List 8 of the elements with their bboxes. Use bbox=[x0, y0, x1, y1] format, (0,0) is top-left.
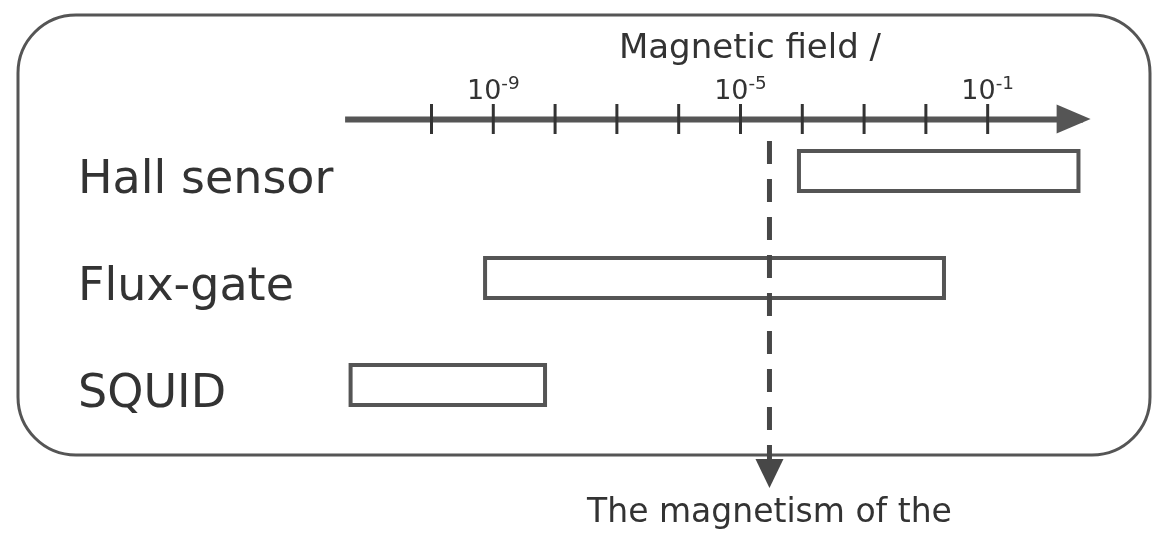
x-tick-label: 10$^{-1}$ bbox=[961, 71, 1015, 105]
ref-line-label: The magnetism of the bbox=[586, 491, 952, 530]
y-tick-label: Flux-gate bbox=[78, 257, 294, 311]
x-tick-label: 10$^{-9}$ bbox=[466, 71, 520, 105]
x-tick-label: 10$^{-5}$ bbox=[714, 71, 767, 105]
y-tick-label: Hall sensor bbox=[78, 150, 334, 204]
y-tick-label: SQUID bbox=[78, 364, 227, 418]
x-axis-title: Magnetic field / bbox=[618, 26, 882, 66]
